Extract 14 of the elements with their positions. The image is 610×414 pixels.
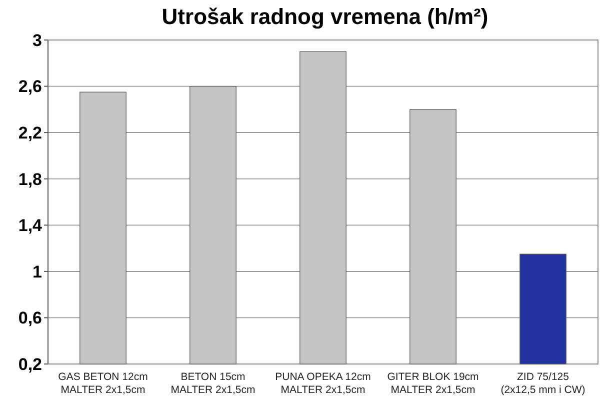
x-tick-label: GAS BETON 12cm MALTER 2x1,5cm bbox=[58, 371, 148, 396]
y-tick-label: 0,6 bbox=[18, 308, 42, 328]
y-tick-label: 2,2 bbox=[18, 124, 42, 143]
x-tick-label: GITER BLOK 19cm MALTER 2x1,5cm bbox=[387, 371, 480, 396]
y-tick-label: 3 bbox=[32, 30, 42, 50]
x-tick-label: BETON 15cm MALTER 2x1,5cm bbox=[170, 371, 256, 396]
x-tick-label: ZID 75/125 (2x12,5 mm i CW) bbox=[500, 371, 586, 396]
y-tick-label: 1,4 bbox=[18, 216, 43, 236]
x-tick-label: PUNA OPEKA 12cm MALTER 2x1,5cm bbox=[275, 371, 372, 396]
y-tick-label: 1 bbox=[32, 262, 42, 282]
y-tick-label: 0,2 bbox=[18, 354, 42, 374]
chart-title: Utrošak radnog vremena (h/m²) bbox=[162, 4, 488, 29]
y-tick-label: 2,6 bbox=[18, 77, 42, 96]
y-tick-label: 1,8 bbox=[18, 170, 42, 189]
